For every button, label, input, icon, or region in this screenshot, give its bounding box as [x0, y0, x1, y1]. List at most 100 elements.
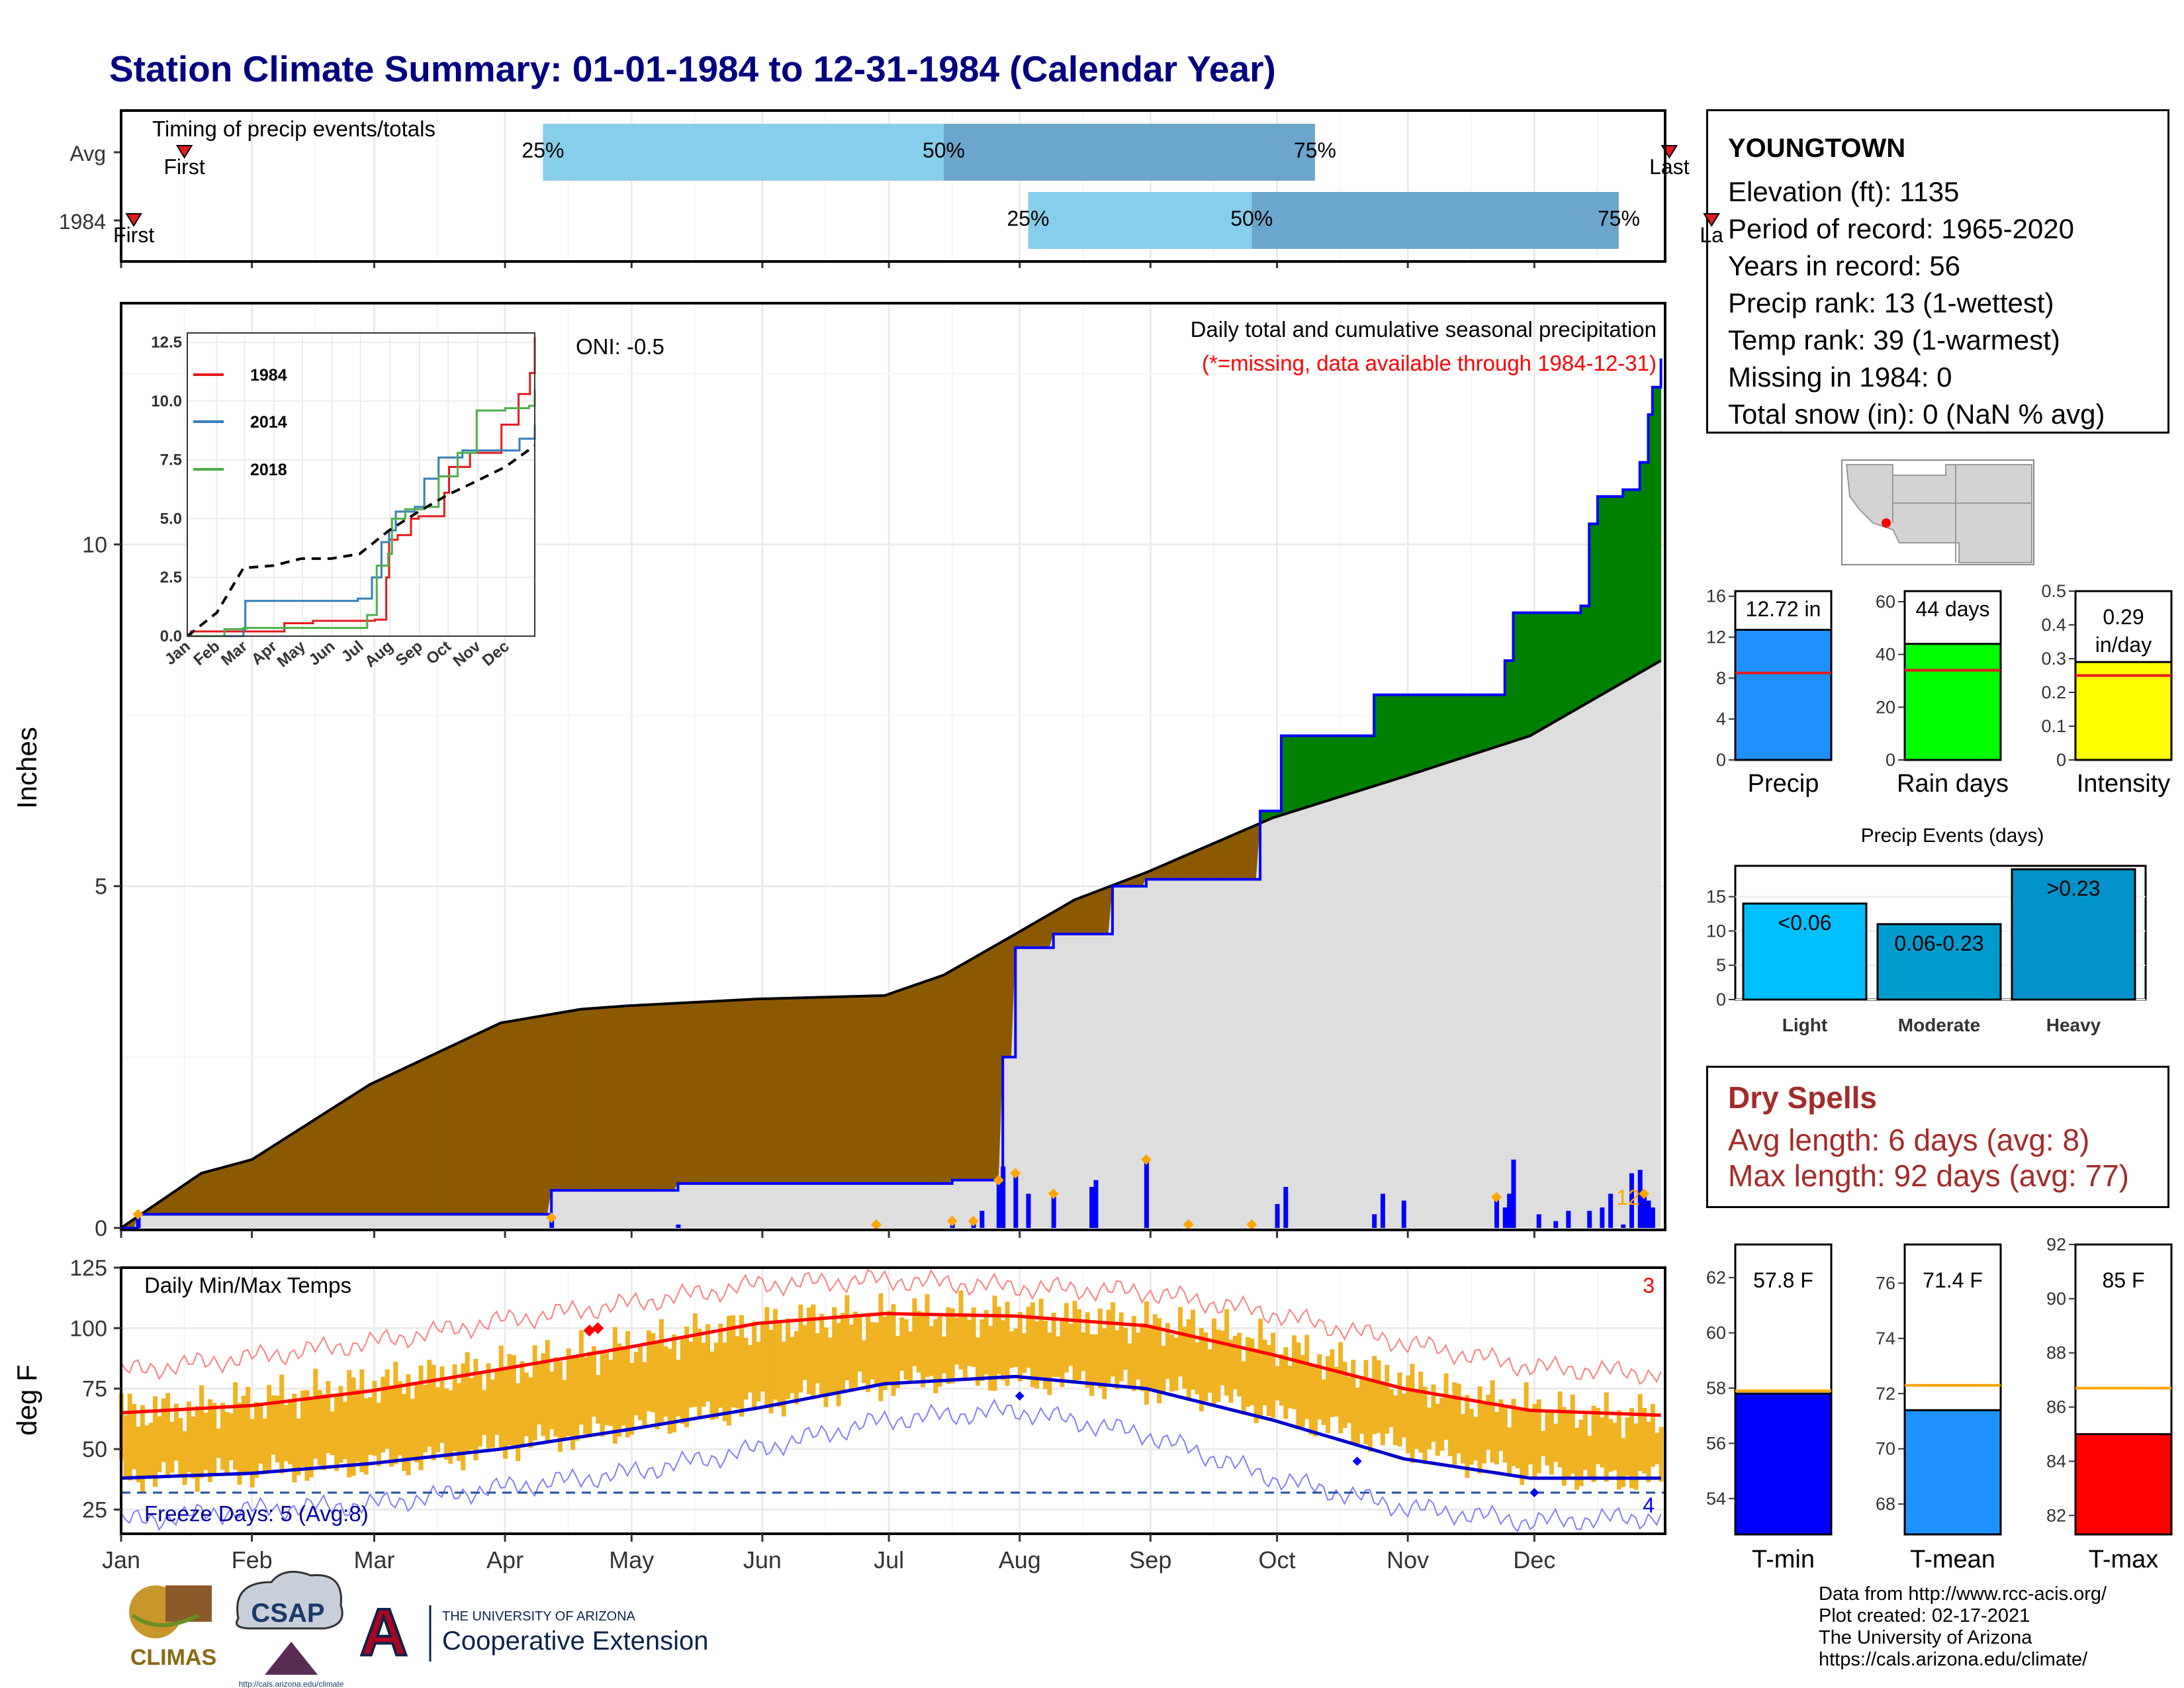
daily-temp-bar: [275, 1395, 280, 1463]
daily-temp-bar: [642, 1362, 647, 1427]
events-bar: [2011, 868, 2136, 1001]
daily-temp-bar: [1093, 1334, 1099, 1383]
daily-temp-bar: [507, 1354, 512, 1446]
daily-temp-bar: [823, 1327, 829, 1407]
y-tick-label: 0: [95, 1216, 107, 1241]
daily-temp-bar: [1203, 1332, 1208, 1402]
station-precip-rank: Precip rank: 13 (1-wettest): [1728, 287, 2054, 318]
daily-temp-bar: [899, 1317, 905, 1371]
daily-temp-bar: [1009, 1331, 1014, 1368]
precip-subtitle: (*=missing, data available through 1984-…: [1202, 351, 1657, 375]
daily-temp-bar: [1330, 1349, 1335, 1417]
daily-temp-bar: [996, 1306, 1001, 1374]
record-low-marker: [1015, 1391, 1024, 1401]
y-tick-label: 125: [69, 1256, 107, 1281]
heavy-event-marker: [968, 1215, 979, 1227]
inset-y-tick-label: 12.5: [151, 334, 182, 352]
daily-temp-bar: [1308, 1365, 1314, 1435]
daily-precip-bar: [676, 1224, 681, 1228]
average-fill-area: [121, 660, 1661, 1228]
station-location-marker: [1882, 518, 1891, 528]
daily-temp-bar: [676, 1360, 681, 1417]
daily-temp-bar: [1604, 1392, 1609, 1482]
daily-precip-bar: [1380, 1194, 1385, 1228]
daily-temp-bar: [1515, 1408, 1520, 1469]
x-tick-label: Dec: [1513, 1546, 1555, 1573]
gauge-label: Intensity: [2077, 770, 2171, 798]
daily-temp-bar: [663, 1346, 668, 1417]
x-tick-label: Nov: [1387, 1546, 1429, 1573]
gauge-value: 44 days: [1915, 597, 1989, 621]
daily-temp-bar: [1443, 1373, 1449, 1440]
daily-temp-bar: [600, 1351, 605, 1437]
y-tick-label: 100: [69, 1316, 107, 1341]
daily-temp-bar: [1047, 1333, 1052, 1395]
daily-temp-bar: [1287, 1366, 1293, 1409]
daily-temp-bar: [962, 1315, 968, 1380]
daily-temp-bar: [1321, 1380, 1326, 1425]
daily-temp-bar: [1165, 1323, 1170, 1380]
daily-temp-bar: [1241, 1361, 1246, 1415]
daily-temp-bar: [798, 1304, 803, 1393]
daily-precip-bar: [1494, 1197, 1500, 1228]
daily-temp-bar: [228, 1413, 234, 1461]
daily-temp-bar: [903, 1319, 909, 1380]
daily-temp-bar: [342, 1401, 347, 1460]
daily-temp-bar: [1026, 1307, 1031, 1368]
daily-temp-bar: [1013, 1328, 1019, 1367]
station-name: YOUNGTOWN: [1728, 134, 1906, 163]
gauge-tick-label: 86: [2046, 1397, 2066, 1417]
daily-temp-bar: [1447, 1397, 1453, 1456]
daily-temp-bar: [874, 1322, 880, 1385]
gauge-bar: [1903, 1409, 2002, 1536]
timing-panel-border: [120, 109, 1666, 263]
precip-event-count: 12: [1616, 1186, 1640, 1209]
daily-temp-bar: [781, 1341, 786, 1417]
daily-temp-bar: [372, 1381, 377, 1456]
last-event-label: La: [1700, 223, 1723, 247]
dry-spells-box: Dry Spells Avg length: 6 days (avg: 8) M…: [1706, 1066, 2169, 1208]
daily-temp-bar: [465, 1352, 470, 1454]
daily-temp-bar: [381, 1376, 386, 1453]
daily-temp-bar: [165, 1393, 171, 1476]
gauge-tick-label: 0.4: [2041, 615, 2066, 635]
daily-temp-bar: [1089, 1334, 1095, 1396]
daily-temp-bar: [461, 1363, 466, 1471]
daily-temp-bar: [359, 1369, 365, 1472]
gauge-tick-label: 0: [1716, 750, 1726, 770]
daily-temp-bar: [402, 1393, 407, 1472]
daily-temp-bar: [692, 1313, 698, 1407]
daily-temp-bar: [1262, 1339, 1267, 1405]
daily-temp-bar: [494, 1370, 500, 1435]
daily-temp-bar: [617, 1343, 622, 1437]
csap-mountain-icon: [265, 1642, 318, 1675]
daily-temp-bar: [1110, 1302, 1115, 1377]
daily-temp-bar: [1152, 1314, 1158, 1390]
daily-temp-bar: [1600, 1417, 1605, 1468]
daily-temp-bar: [1380, 1383, 1385, 1446]
daily-temp-bar: [549, 1371, 555, 1429]
record-low-line: [120, 1398, 1662, 1533]
daily-temp-bar: [992, 1295, 997, 1391]
daily-temp-bar: [655, 1342, 660, 1430]
daily-temp-bar: [178, 1418, 183, 1476]
daily-temp-bar: [1465, 1395, 1470, 1478]
daily-temp-bar: [237, 1403, 242, 1485]
x-tick-label: Mar: [353, 1546, 394, 1573]
daily-temp-bar: [1574, 1427, 1580, 1490]
daily-temp-bar: [1266, 1344, 1271, 1417]
y-tick-label: 50: [82, 1437, 107, 1462]
daily-temp-bar: [1481, 1403, 1486, 1464]
daily-temp-bar: [321, 1394, 326, 1470]
daily-temp-bar: [1169, 1334, 1175, 1392]
inset-border: [187, 332, 535, 637]
timing-bar-q50-q75: [1251, 192, 1619, 249]
gauge-label: Rain days: [1897, 770, 2009, 798]
daily-temp-bar: [1549, 1412, 1554, 1475]
events-bar-label: 0.06-0.23: [1894, 931, 1983, 955]
daily-temp-bar: [882, 1316, 887, 1390]
daily-temp-bar: [326, 1381, 331, 1454]
daily-temp-bar: [790, 1336, 795, 1393]
daily-temp-bar: [1422, 1386, 1428, 1464]
daily-temp-bar: [482, 1389, 487, 1435]
